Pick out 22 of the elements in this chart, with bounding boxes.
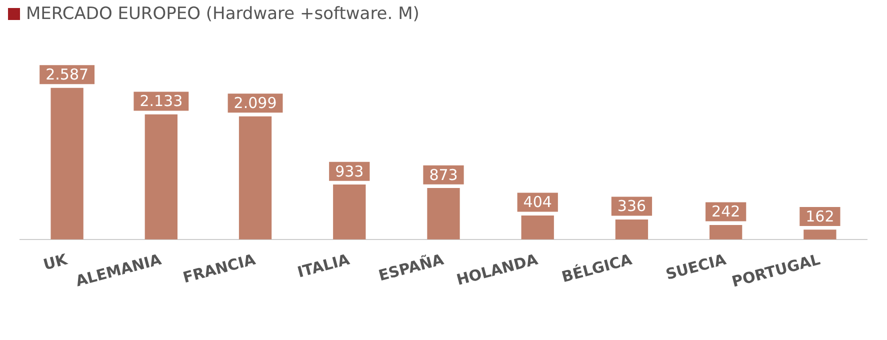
bar [615, 219, 648, 240]
data-label: 873 [429, 166, 458, 184]
data-label: 2.133 [140, 92, 183, 110]
data-label: 162 [806, 207, 834, 226]
bar [238, 116, 272, 240]
x-tick-label: UK [41, 250, 70, 274]
bar [521, 215, 554, 240]
data-label: 404 [523, 193, 552, 212]
bar [710, 224, 742, 240]
bar [333, 184, 366, 240]
data-label: 242 [712, 202, 740, 221]
chart-title: MERCADO EUROPEO (Hardware +software. M) [26, 4, 420, 24]
bar [144, 114, 178, 240]
x-tick-label: ITALIA [296, 250, 352, 282]
data-label: 933 [335, 162, 364, 180]
x-tick-label: SUECIA [664, 250, 728, 284]
bar [50, 88, 84, 240]
data-label: 2.099 [234, 94, 277, 112]
bar [804, 230, 836, 240]
data-label: 2.587 [46, 66, 89, 84]
data-label: 336 [617, 197, 646, 216]
bar [427, 188, 460, 240]
